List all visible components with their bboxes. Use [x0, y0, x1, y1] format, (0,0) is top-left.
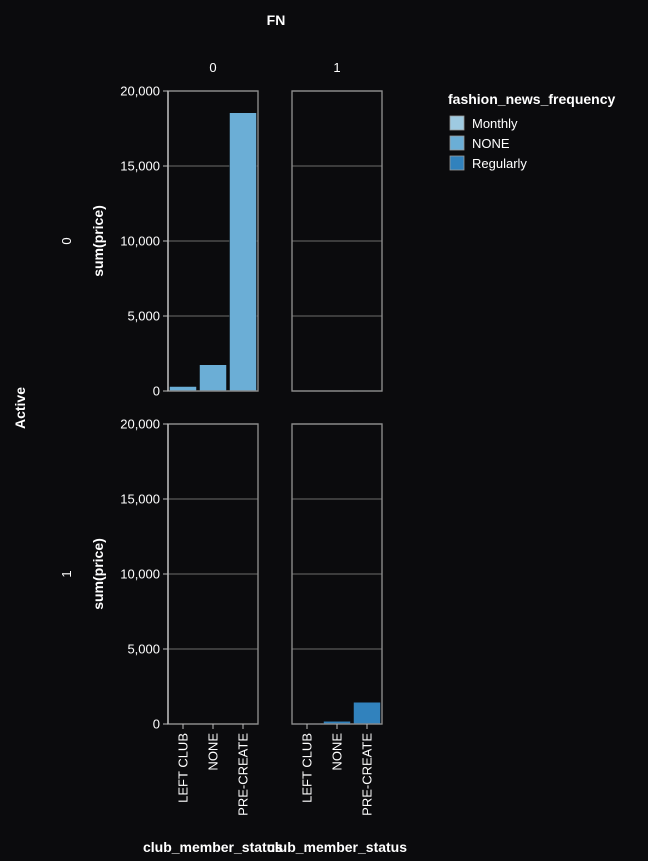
bar: [199, 364, 227, 392]
legend-label: Monthly: [472, 116, 518, 131]
text-layer: FN Active 05,00010,00015,00020,000sum(pr…: [12, 12, 407, 855]
frames-layer: [163, 90, 383, 729]
row-facet-label: 0: [59, 237, 74, 244]
column-header-title: FN: [267, 12, 286, 28]
row-facet-label: 1: [59, 570, 74, 577]
facet-panel-frame: [291, 90, 383, 392]
y-axis-title: sum(price): [90, 538, 106, 610]
bars-layer: [169, 112, 381, 725]
x-tick-label: LEFT CLUB: [300, 733, 315, 803]
legend-title: fashion_news_frequency: [448, 91, 615, 107]
legend: fashion_news_frequency Monthly NONE Regula…: [448, 91, 615, 171]
y-tick-label: 0: [153, 717, 160, 732]
y-tick-label: 5,000: [127, 642, 160, 657]
y-axis-title: sum(price): [90, 205, 106, 277]
y-tick-label: 10,000: [120, 567, 160, 582]
legend-swatch: [449, 135, 465, 151]
bar: [229, 112, 257, 392]
x-tick-label: PRE-CREATE: [360, 733, 375, 816]
y-tick-label: 5,000: [127, 309, 160, 324]
y-tick-label: 15,000: [120, 159, 160, 174]
bar: [353, 702, 381, 725]
legend-label: Regularly: [472, 156, 527, 171]
x-tick-label: PRE-CREATE: [236, 733, 251, 816]
grid-layer: [168, 90, 382, 725]
y-tick-label: 15,000: [120, 492, 160, 507]
y-tick-label: 10,000: [120, 234, 160, 249]
y-tick-label: 20,000: [120, 417, 160, 432]
x-tick-label: NONE: [330, 733, 345, 771]
x-tick-label: NONE: [206, 733, 221, 771]
y-tick-label: 20,000: [120, 84, 160, 99]
x-axis-title: club_member_status: [267, 839, 407, 855]
legend-swatch: [449, 155, 465, 171]
column-facet-label: 0: [209, 60, 216, 75]
x-axis-title: club_member_status: [143, 839, 283, 855]
legend-swatch: [449, 115, 465, 131]
x-tick-label: LEFT CLUB: [176, 733, 191, 803]
y-tick-label: 0: [153, 384, 160, 399]
column-facet-label: 1: [333, 60, 340, 75]
row-header-title: Active: [12, 387, 28, 429]
legend-label: NONE: [472, 136, 510, 151]
